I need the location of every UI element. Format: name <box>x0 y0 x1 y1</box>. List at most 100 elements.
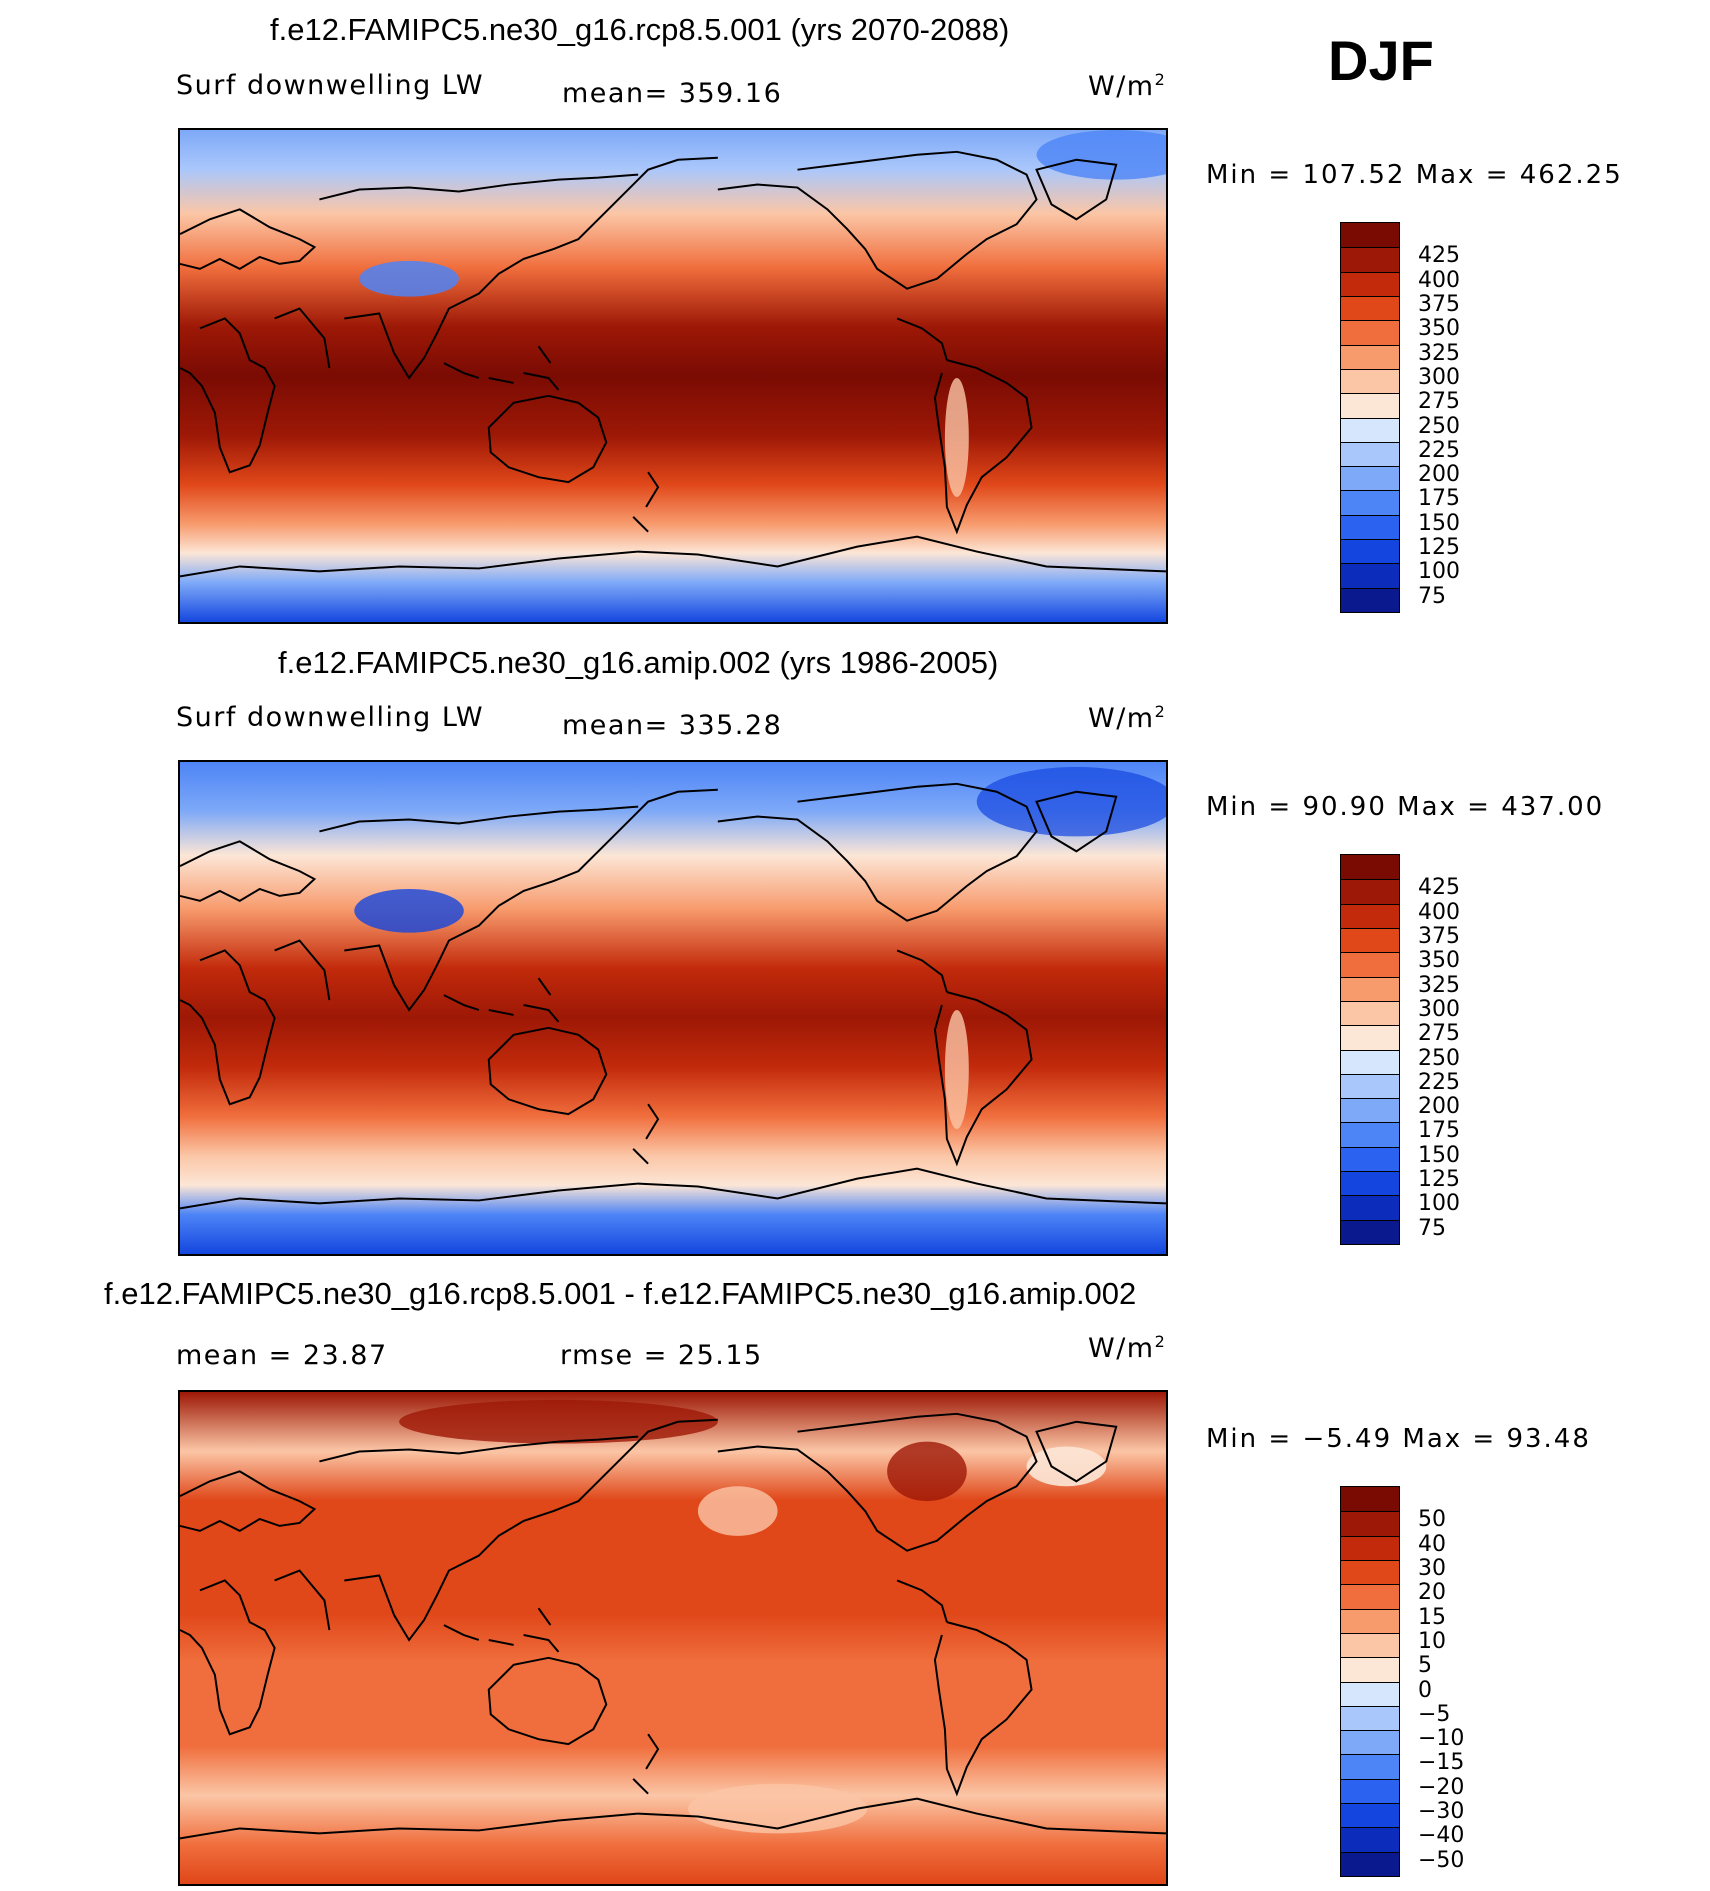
panel2-title: f.e12.FAMIPC5.ne30_g16.amip.002 (yrs 198… <box>278 645 999 680</box>
colorbar-label: 400 <box>1418 267 1460 293</box>
colorbar-box <box>1341 1219 1399 1244</box>
colorbar-box <box>1341 1657 1399 1682</box>
colorbar-box <box>1341 1778 1399 1804</box>
colorbar-label: 40 <box>1418 1531 1446 1557</box>
colorbar-label: 20 <box>1418 1580 1446 1606</box>
colorbar-box <box>1341 1803 1399 1828</box>
colorbar-label: −15 <box>1418 1750 1465 1776</box>
colorbar-label: −5 <box>1418 1701 1451 1727</box>
colorbar-box <box>1341 393 1399 418</box>
amip-field <box>180 762 1166 1254</box>
colorbar-label: 75 <box>1418 1215 1446 1241</box>
diff-arctic-high <box>399 1399 718 1444</box>
colorbar-label: 425 <box>1418 875 1460 901</box>
colorbar-box <box>1341 1146 1399 1172</box>
amip-andes <box>944 1009 969 1130</box>
colorbar-box <box>1341 1632 1399 1658</box>
colorbar-label: 375 <box>1418 923 1460 949</box>
rcp85-map <box>178 128 1196 624</box>
colorbar-label: 225 <box>1418 1069 1460 1095</box>
panel2-units: W/m2 <box>1088 702 1167 734</box>
colorbar-label: 300 <box>1418 364 1460 390</box>
panel1-colorbar-boxes <box>1340 222 1400 613</box>
colorbar-box <box>1341 1511 1399 1536</box>
colorbar-box <box>1341 1025 1399 1050</box>
colorbar-label: 175 <box>1418 486 1460 512</box>
colorbar-box <box>1341 855 1399 880</box>
panel2-variable-label: Surf downwelling LW <box>176 702 485 733</box>
colorbar-label: 175 <box>1418 1118 1460 1144</box>
colorbar-box <box>1341 344 1399 369</box>
colorbar-box <box>1341 587 1399 612</box>
colorbar-box <box>1341 952 1399 977</box>
rcp85-field <box>180 130 1166 622</box>
panel3-units: W/m2 <box>1088 1332 1167 1364</box>
colorbar-label: 250 <box>1418 413 1460 439</box>
difference-field <box>180 1392 1166 1884</box>
colorbar-label: −10 <box>1418 1726 1465 1752</box>
colorbar-box <box>1341 1000 1399 1026</box>
colorbar-label: 250 <box>1418 1045 1460 1071</box>
colorbar-label: −30 <box>1418 1799 1465 1825</box>
panel3-colorbar-boxes <box>1340 1486 1400 1877</box>
colorbar-label: 350 <box>1418 948 1460 974</box>
colorbar-label: 100 <box>1418 559 1460 585</box>
colorbar-label: −40 <box>1418 1823 1465 1849</box>
diff-hudson-high <box>887 1441 967 1502</box>
colorbar-label: 125 <box>1418 1167 1460 1193</box>
difference-map <box>178 1390 1168 1886</box>
colorbar-box <box>1341 1049 1399 1074</box>
colorbar-box <box>1341 1584 1399 1609</box>
colorbar-label: 10 <box>1418 1628 1446 1654</box>
colorbar-box <box>1341 1073 1399 1099</box>
colorbar-box <box>1341 903 1399 928</box>
colorbar-label: 350 <box>1418 316 1460 342</box>
colorbar-box <box>1341 1098 1399 1123</box>
amip-tibet-low <box>354 888 464 933</box>
colorbar-label: 325 <box>1418 340 1460 366</box>
colorbar-label: 400 <box>1418 899 1460 925</box>
colorbar-box <box>1341 1851 1399 1876</box>
colorbar-box <box>1341 1195 1399 1220</box>
colorbar-box <box>1341 1827 1399 1852</box>
panel3-minmax: Min = −5.49 Max = 93.48 <box>1206 1424 1591 1454</box>
colorbar-label: 15 <box>1418 1604 1446 1630</box>
colorbar-box <box>1341 976 1399 1001</box>
colorbar-box <box>1341 1535 1399 1560</box>
colorbar-box <box>1341 1559 1399 1585</box>
colorbar-label: 275 <box>1418 389 1460 415</box>
amip-map <box>178 760 1176 1256</box>
colorbar-box <box>1341 1487 1399 1512</box>
rcp85-andes <box>944 377 969 498</box>
colorbar-box <box>1341 1730 1399 1755</box>
panel3-title: f.e12.FAMIPC5.ne30_g16.rcp8.5.001 - f.e1… <box>104 1276 1137 1311</box>
panel1-variable-label: Surf downwelling LW <box>176 70 485 101</box>
panel2-mean-label: mean= 335.28 <box>562 710 783 741</box>
colorbar-label: 150 <box>1418 510 1460 536</box>
colorbar-box <box>1341 1705 1399 1731</box>
colorbar-box <box>1341 1171 1399 1196</box>
colorbar-label: 200 <box>1418 462 1460 488</box>
colorbar-label: 375 <box>1418 291 1460 317</box>
panel1-mean-label: mean= 359.16 <box>562 78 783 109</box>
colorbar-label: 225 <box>1418 437 1460 463</box>
colorbar-box <box>1341 1122 1399 1147</box>
colorbar-label: 200 <box>1418 1094 1460 1120</box>
colorbar-box <box>1341 247 1399 272</box>
colorbar-label: 5 <box>1418 1653 1432 1679</box>
colorbar-label: 75 <box>1418 583 1446 609</box>
diff-labrador-low <box>1026 1446 1107 1487</box>
panel3-rmse-label: rmse = 25.15 <box>560 1340 763 1371</box>
colorbar-box <box>1341 320 1399 345</box>
colorbar-box <box>1341 563 1399 588</box>
colorbar-label: 0 <box>1418 1677 1432 1703</box>
colorbar-box <box>1341 295 1399 321</box>
colorbar-label: 300 <box>1418 996 1460 1022</box>
colorbar-label: 100 <box>1418 1191 1460 1217</box>
colorbar-label: 425 <box>1418 243 1460 269</box>
colorbar-box <box>1341 441 1399 467</box>
colorbar-box <box>1341 417 1399 442</box>
colorbar-box <box>1341 514 1399 540</box>
rcp85-greenland-low <box>1036 130 1196 180</box>
colorbar-box <box>1341 1681 1399 1706</box>
